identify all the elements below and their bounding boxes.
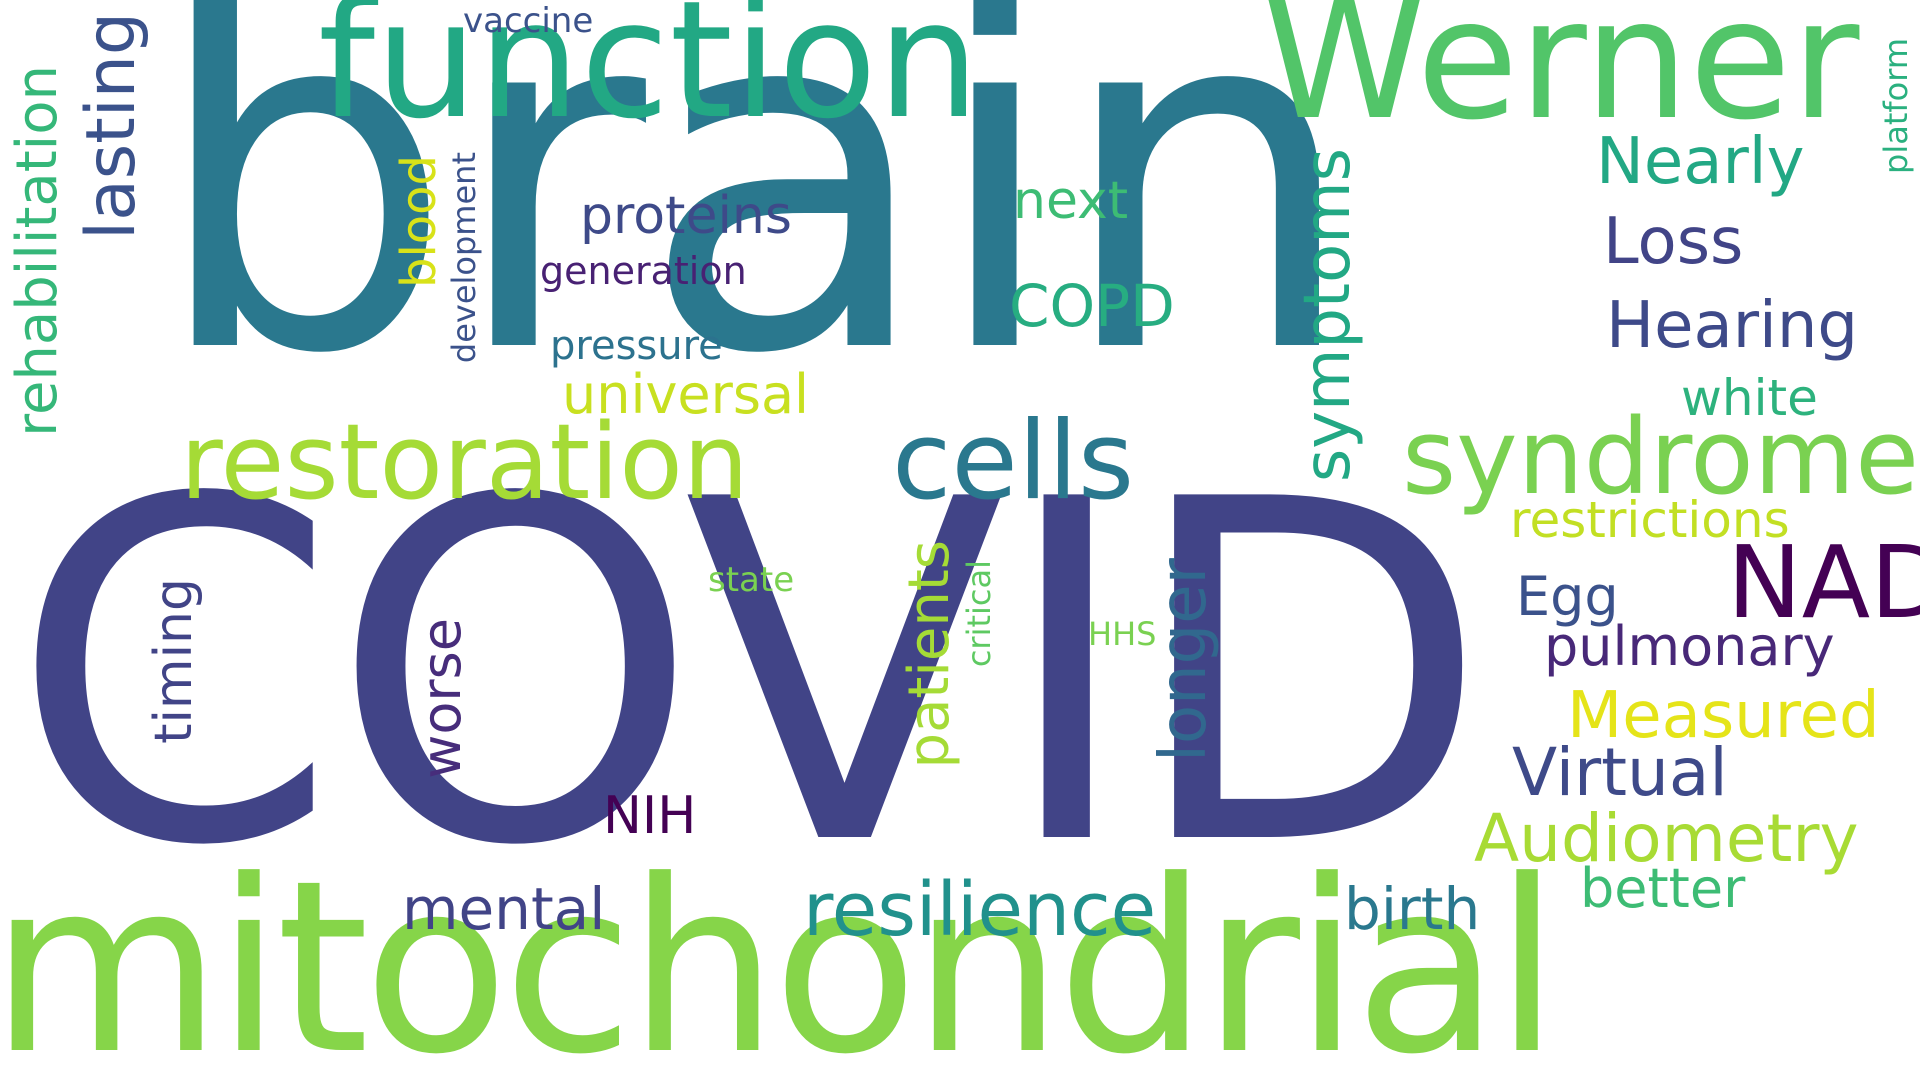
word-hhs: HHS [1088, 618, 1156, 650]
word-mitochondrial: mitochondrial [0, 850, 1554, 1080]
word-pressure: blood [395, 155, 443, 288]
word-complexity: platform [1880, 38, 1912, 174]
word-universal: pressure [550, 326, 723, 366]
word-symptoms: symptoms [1296, 148, 1360, 482]
word-proteins: proteins [580, 190, 792, 242]
word-copd: COPD [1009, 277, 1175, 335]
word-nih: NIH [603, 790, 696, 842]
word-state: state [708, 563, 794, 597]
word-virtual: Virtual [1512, 740, 1728, 806]
word-function: function [318, 0, 980, 142]
word-next: next [1013, 175, 1128, 227]
word-nearly: Nearly [1596, 130, 1804, 194]
word-restrictions: restrictions [1510, 495, 1790, 545]
word-mental: mental [402, 880, 605, 938]
word-development: development [448, 152, 480, 363]
word-resilience: resilience [803, 873, 1156, 947]
word-critical: critical [963, 560, 995, 667]
word-longer: longer [1152, 558, 1216, 762]
word-blood: universal [562, 368, 809, 422]
word-vaccine: vaccine [463, 4, 593, 38]
word-better: better [1580, 862, 1745, 916]
word-lasting: lasting [78, 12, 146, 240]
word-pulmonary: pulmonary [1544, 620, 1835, 674]
word-hearing: Hearing [1606, 294, 1858, 358]
word-cells: cells [892, 408, 1134, 516]
word-generation: generation [540, 252, 747, 290]
word-werner: Werner [1262, 0, 1859, 144]
word-patients: patients [902, 540, 958, 768]
word-white: white [1681, 373, 1818, 423]
word-timing: timing [148, 578, 200, 744]
word-loss: Loss [1603, 210, 1743, 274]
word-worse: worse [415, 618, 469, 779]
word-birth: birth [1344, 880, 1480, 938]
word-rehabilitation: rehabilitation [10, 65, 66, 437]
